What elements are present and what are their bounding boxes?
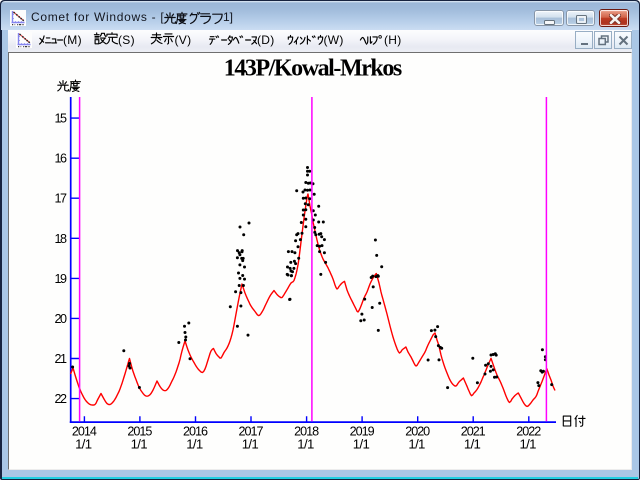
- svg-text:1/1: 1/1: [353, 436, 370, 451]
- svg-text:(W): (W): [324, 33, 344, 47]
- svg-text:2017: 2017: [239, 425, 264, 439]
- svg-text:2018: 2018: [294, 425, 319, 439]
- svg-text:2014: 2014: [72, 425, 97, 439]
- svg-text:2021: 2021: [461, 425, 486, 439]
- svg-text:15: 15: [55, 112, 68, 126]
- svg-text:20: 20: [55, 312, 68, 326]
- svg-text:1/1: 1/1: [75, 436, 92, 451]
- svg-text:22: 22: [55, 392, 68, 406]
- svg-text:(D): (D): [257, 33, 275, 47]
- svg-text:1/1: 1/1: [520, 436, 537, 451]
- svg-text:21: 21: [55, 352, 68, 366]
- svg-text:(H): (H): [384, 33, 402, 47]
- svg-text:17: 17: [55, 192, 68, 206]
- svg-text:16: 16: [55, 152, 68, 166]
- svg-text:2015: 2015: [127, 425, 152, 439]
- svg-text:1/1: 1/1: [186, 436, 203, 451]
- svg-text:2019: 2019: [350, 425, 375, 439]
- svg-text:2020: 2020: [405, 425, 430, 439]
- svg-text:2016: 2016: [183, 425, 208, 439]
- svg-text:(S): (S): [118, 33, 135, 47]
- svg-text:19: 19: [55, 272, 68, 286]
- svg-text:143P/Kowal-Mrkos: 143P/Kowal-Mrkos: [224, 56, 403, 82]
- svg-text:1/1: 1/1: [297, 436, 314, 451]
- svg-text:(M): (M): [63, 33, 82, 47]
- svg-text:1/1: 1/1: [464, 436, 481, 451]
- svg-text:1/1: 1/1: [242, 436, 259, 451]
- svg-text:1/1: 1/1: [131, 436, 148, 451]
- svg-text:2022: 2022: [516, 425, 541, 439]
- svg-text:18: 18: [55, 232, 68, 246]
- svg-text:(V): (V): [175, 33, 192, 47]
- svg-text:1/1: 1/1: [408, 436, 425, 451]
